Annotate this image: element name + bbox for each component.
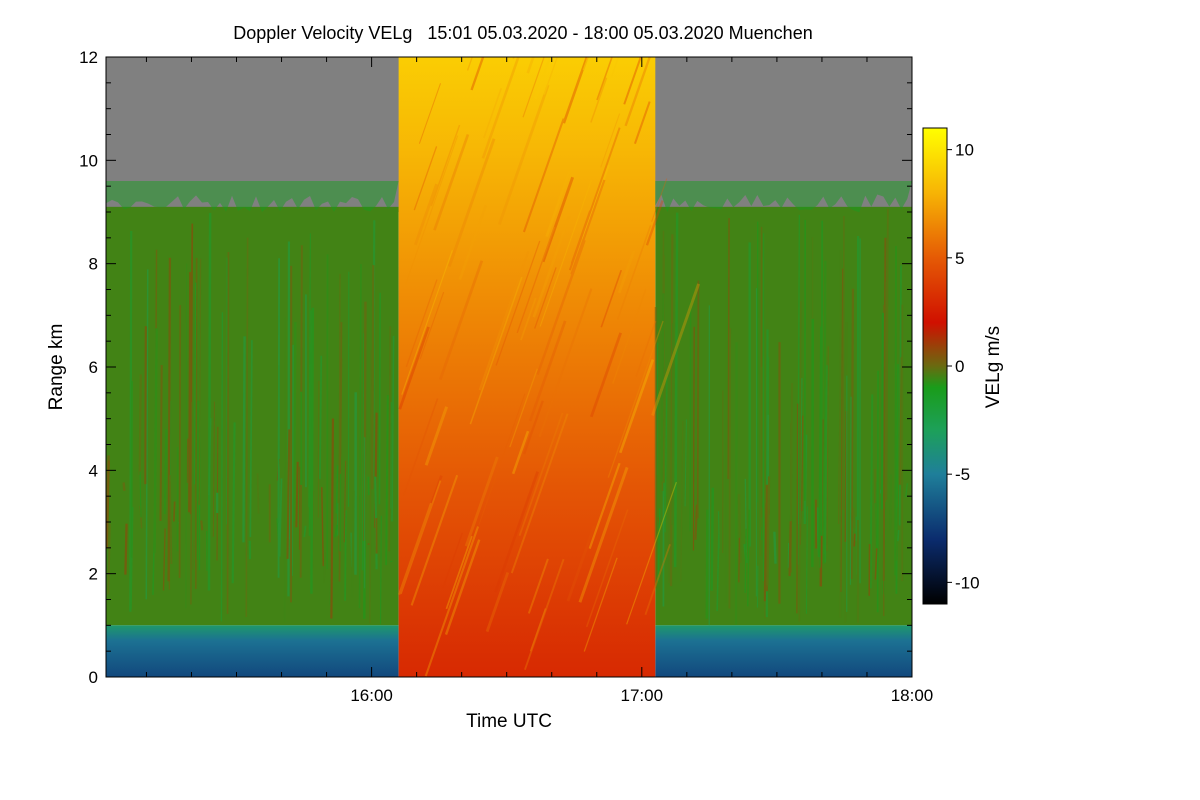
colorbar-tick-label: 10 bbox=[955, 141, 974, 160]
y-tick-label: 10 bbox=[79, 151, 98, 170]
x-axis-label: Time UTC bbox=[466, 711, 552, 732]
y-tick-label: 2 bbox=[89, 565, 98, 584]
cloud-column-left-texture bbox=[106, 181, 399, 625]
y-tick-label: 0 bbox=[89, 668, 98, 687]
x-tick-label: 16:00 bbox=[350, 686, 393, 705]
colorbar-tick-label: -10 bbox=[955, 573, 980, 592]
vertical-scan-block-region bbox=[398, 57, 656, 677]
colorbar: 10 5 0 -5 -10 bbox=[922, 127, 980, 605]
colorbar-label: VELg m/s bbox=[983, 326, 1004, 408]
y-axis: 0 2 4 6 8 10 12 bbox=[79, 48, 912, 687]
boundary-layer-right-region bbox=[655, 625, 912, 677]
x-axis: 16:00 17:00 18:00 bbox=[145, 57, 934, 705]
plot-area bbox=[106, 57, 912, 677]
y-axis-label: Range km bbox=[46, 324, 67, 411]
colorbar-tick-label: 5 bbox=[955, 249, 964, 268]
colorbar-tick-label: 0 bbox=[955, 357, 964, 376]
y-tick-label: 4 bbox=[89, 461, 98, 480]
colorbar-tick-label: -5 bbox=[955, 465, 970, 484]
y-tick-label: 12 bbox=[79, 48, 98, 67]
y-tick-label: 6 bbox=[89, 358, 98, 377]
boundary-layer-left-region bbox=[106, 625, 399, 677]
colorbar-gradient bbox=[922, 127, 948, 605]
chart-title: Doppler Velocity VELg 15:01 05.03.2020 -… bbox=[233, 23, 812, 43]
vertical-scan-texture bbox=[398, 57, 700, 677]
cloud-column-right-texture bbox=[654, 181, 912, 626]
x-tick-label: 17:00 bbox=[621, 686, 664, 705]
y-tick-label: 8 bbox=[89, 255, 98, 274]
x-tick-label: 18:00 bbox=[891, 686, 934, 705]
